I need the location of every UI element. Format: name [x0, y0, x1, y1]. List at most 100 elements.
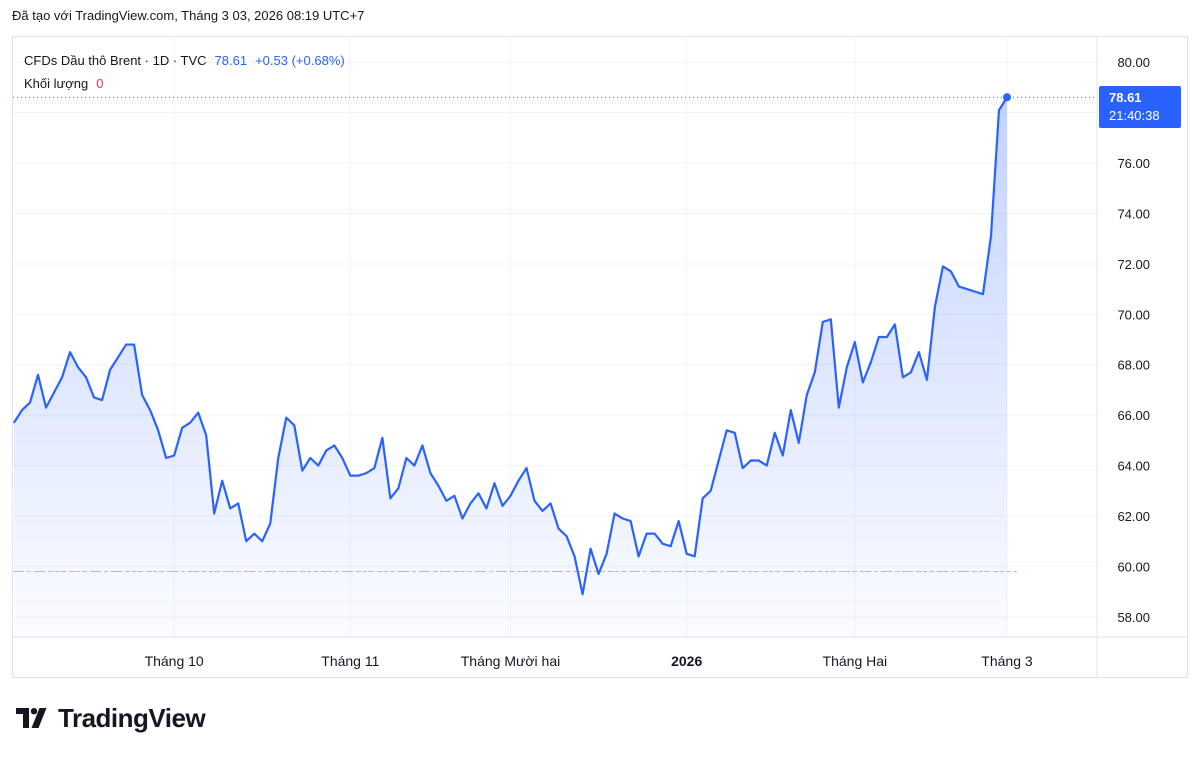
data-point	[485, 507, 488, 510]
data-point	[581, 593, 584, 595]
data-point	[854, 341, 856, 343]
data-point	[493, 482, 496, 484]
x-axis: Tháng 10 Tháng 11 Tháng Mười hai 2026 Tháng …	[145, 653, 1033, 669]
data-point	[293, 424, 295, 426]
y-tick-label: 58.00	[1117, 610, 1150, 625]
data-point	[942, 265, 944, 268]
data-point	[333, 444, 335, 447]
data-point	[389, 497, 391, 499]
data-point	[934, 306, 936, 308]
data-point	[726, 429, 728, 431]
data-point	[173, 454, 175, 457]
series-line	[13, 93, 1011, 596]
data-point	[301, 470, 303, 472]
data-point	[261, 540, 263, 542]
data-point	[541, 510, 544, 512]
x-tick-label: Tháng 10	[145, 653, 204, 669]
tradingview-logo[interactable]: TradingView	[16, 702, 206, 733]
data-point	[549, 502, 552, 504]
data-point	[197, 412, 199, 414]
data-point	[974, 291, 976, 293]
data-point	[501, 505, 504, 507]
data-point	[141, 394, 143, 396]
data-point	[157, 429, 159, 431]
y-tick-label: 74.00	[1117, 206, 1150, 221]
symbol-label[interactable]: CFDs Dầu thô Brent · 1D · TVC	[24, 53, 207, 68]
area-fill	[14, 97, 1007, 637]
last-price: 78.61	[214, 53, 248, 68]
data-point	[782, 454, 784, 457]
y-axis: 58.00 60.00 62.00 64.00 66.00 68.00 70.00 72.00…	[1117, 55, 1150, 625]
data-point	[325, 449, 327, 452]
data-point	[93, 396, 95, 399]
data-point	[213, 512, 215, 515]
data-point	[774, 432, 776, 434]
volume-label[interactable]: Khối lượng	[24, 76, 89, 91]
tradingview-wordmark: TradingView	[58, 702, 206, 733]
data-point	[69, 351, 71, 353]
data-point	[29, 401, 31, 404]
data-point	[982, 293, 984, 295]
last-point-marker	[1002, 93, 1011, 102]
data-point	[870, 361, 872, 363]
data-point	[149, 409, 151, 411]
data-point	[21, 409, 23, 411]
data-point	[670, 545, 672, 547]
data-point	[53, 391, 55, 394]
data-point	[902, 376, 904, 378]
data-point	[646, 533, 648, 535]
data-point	[229, 507, 231, 510]
data-point	[245, 540, 247, 542]
data-point	[918, 351, 920, 353]
x-tick-label: 2026	[671, 653, 702, 669]
price-tag-value: 78.61	[1109, 90, 1142, 105]
data-point	[533, 500, 536, 502]
data-point	[966, 288, 968, 290]
data-point	[445, 500, 448, 502]
data-point	[429, 472, 432, 474]
data-point	[469, 502, 472, 504]
y-tick-label: 72.00	[1117, 257, 1150, 272]
data-point	[277, 457, 279, 459]
data-point	[630, 520, 632, 522]
y-tick-label: 62.00	[1117, 509, 1150, 524]
data-point	[950, 270, 952, 273]
data-point	[309, 457, 311, 459]
data-point	[189, 422, 191, 424]
data-point	[806, 394, 808, 396]
data-point	[597, 573, 600, 575]
x-tick-label: Tháng 3	[981, 653, 1033, 669]
data-point	[638, 555, 640, 557]
data-point	[998, 109, 1000, 111]
data-point	[910, 371, 912, 373]
data-point	[413, 464, 415, 467]
data-point	[605, 553, 608, 555]
data-point	[101, 399, 103, 401]
data-point	[517, 480, 520, 482]
data-point	[686, 553, 688, 555]
data-point	[405, 457, 407, 459]
data-point	[718, 459, 720, 462]
x-tick-label: Tháng 11	[321, 653, 379, 669]
price-change: +0.53 (+0.68%)	[255, 53, 345, 68]
volume-value: 0	[96, 76, 104, 91]
last-price-tag: 78.61 21:40:38	[1099, 86, 1181, 128]
data-point	[349, 475, 351, 477]
data-point	[557, 527, 560, 530]
data-point	[117, 356, 119, 358]
data-point	[710, 490, 712, 492]
tradingview-logo-icon	[16, 708, 47, 728]
data-point	[702, 497, 704, 499]
data-point	[317, 464, 319, 467]
data-point	[437, 485, 440, 487]
data-point	[397, 487, 399, 489]
x-tick-label: Tháng Hai	[823, 653, 888, 669]
data-point	[461, 517, 464, 520]
data-point	[77, 366, 79, 368]
legend-row-symbol: CFDs Dầu thô Brent · 1D · TVC 78.61 +0.53 …	[24, 49, 345, 72]
data-point	[622, 517, 624, 520]
data-point	[269, 522, 271, 525]
data-point	[958, 285, 960, 288]
data-point	[878, 336, 880, 338]
